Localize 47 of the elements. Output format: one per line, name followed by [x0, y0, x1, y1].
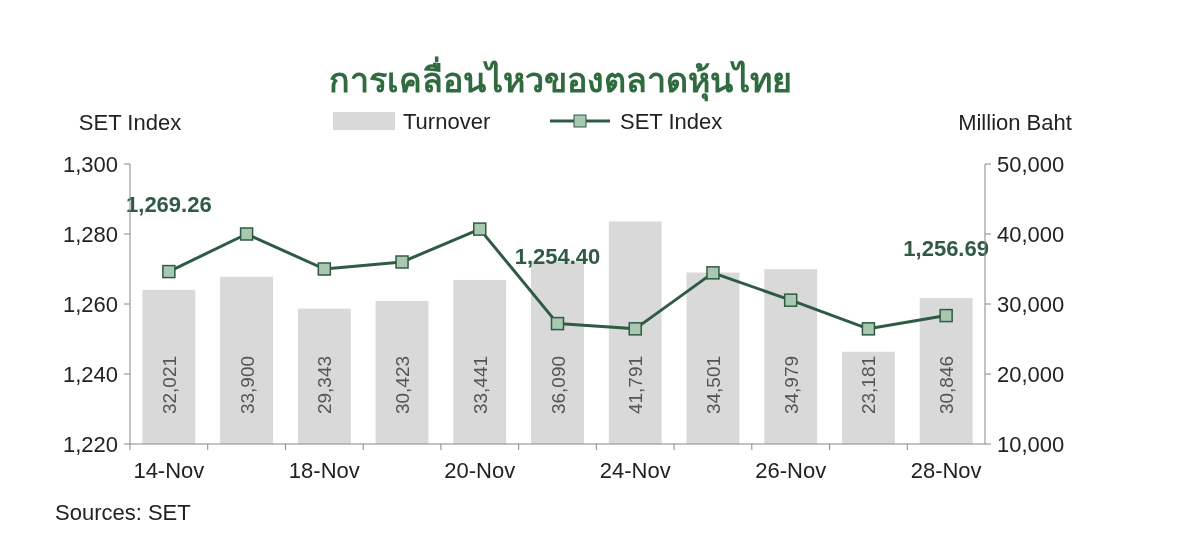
- y-tick-label: 1,280: [62, 222, 118, 247]
- data-label: 32,021: [158, 355, 180, 415]
- data-label: 36,090: [547, 355, 569, 415]
- y2-tick-label: 20,000: [997, 362, 1065, 387]
- x-tick-label: 26-Nov: [755, 458, 827, 483]
- point: [706, 266, 720, 280]
- point: [239, 227, 254, 241]
- data-label: 1,256.69: [903, 235, 989, 261]
- point: [162, 264, 176, 279]
- data-label: 33,900: [236, 355, 258, 415]
- point: [473, 222, 487, 236]
- data-label: 1,269.26: [126, 191, 212, 217]
- chart-title: การเคลื่อนไหวของตลาดหุ้นไทย: [328, 56, 792, 102]
- data-label: 30,846: [936, 355, 958, 415]
- legend-label: Turnover: [403, 109, 491, 134]
- x-tick-label: 14-Nov: [133, 458, 205, 483]
- x-tick-label: 20-Nov: [444, 458, 516, 483]
- point: [317, 262, 332, 276]
- data-label: 34,979: [780, 355, 802, 415]
- x-tick-label: 18-Nov: [288, 458, 360, 483]
- y2-tick-label: 30,000: [997, 292, 1065, 317]
- point: [939, 308, 953, 323]
- y2-tick-label: 10,000: [997, 432, 1065, 457]
- point: [861, 322, 876, 336]
- data-label: 34,501: [702, 355, 724, 415]
- y-axis-title: SET Index: [78, 110, 182, 135]
- y-tick-label: 1,240: [62, 362, 118, 387]
- data-label: 33,441: [469, 355, 491, 415]
- source-note: Sources: SET: [55, 500, 191, 525]
- legend-label: SET Index: [620, 109, 723, 134]
- data-label: 29,343: [314, 355, 336, 415]
- y-tick-label: 1,220: [62, 432, 118, 457]
- data-label: 41,791: [625, 355, 647, 415]
- x-tick-label: 24-Nov: [599, 458, 671, 483]
- data-label: 1,254.40: [514, 243, 601, 269]
- y-tick-label: 1,260: [62, 292, 118, 317]
- y2-tick-label: 50,000: [997, 152, 1065, 177]
- point: [783, 293, 798, 307]
- point: [395, 255, 409, 269]
- data-label: 23,181: [858, 355, 880, 415]
- y2-tick-label: 40,000: [997, 222, 1065, 247]
- y2-axis-title: Million Baht: [958, 110, 1072, 135]
- point: [550, 316, 565, 331]
- data-label: 30,423: [392, 355, 414, 415]
- point: [628, 322, 642, 336]
- y-tick-label: 1,300: [62, 152, 118, 177]
- x-tick-label: 28-Nov: [910, 458, 982, 483]
